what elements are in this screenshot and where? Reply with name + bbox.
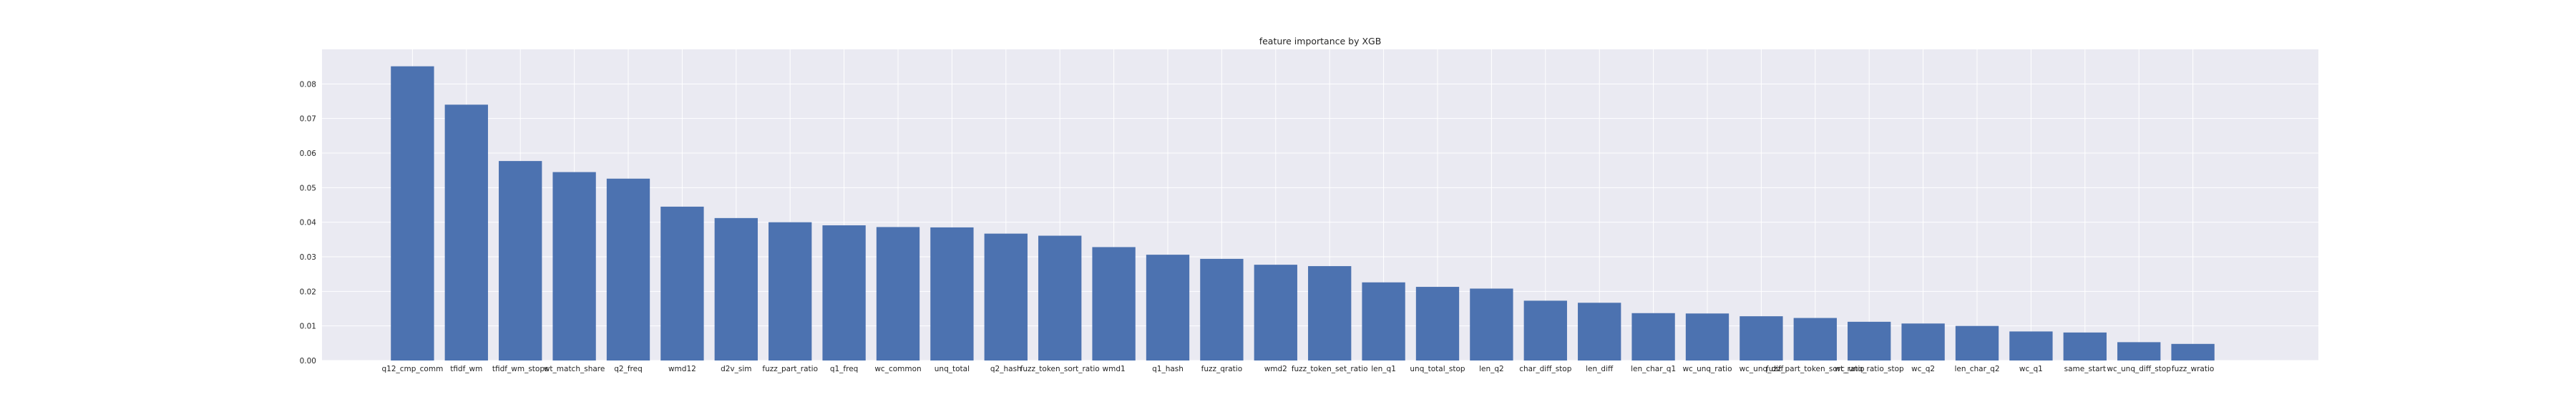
x-tick-label: wmd12 xyxy=(668,365,696,373)
bar-fuzz_part_token_sort_ratio xyxy=(1793,318,1837,360)
x-tick-label: q1_freq xyxy=(830,365,859,373)
x-tick-label: unq_total_stop xyxy=(1410,365,1465,373)
x-tick-label: tfidf_wm xyxy=(450,365,482,373)
bar-len_char_q2 xyxy=(1955,325,1999,360)
x-tick-label: wc_unq_ratio xyxy=(1682,365,1732,373)
bar-unq_total_stop xyxy=(1415,287,1460,360)
bars xyxy=(391,66,2215,361)
bar-wc_common xyxy=(876,227,920,360)
y-tick-label: 0.02 xyxy=(300,288,316,296)
bar-wc_unq_ratio xyxy=(1685,313,1729,360)
y-tick-label: 0.04 xyxy=(300,219,317,227)
bar-wmd1 xyxy=(1092,247,1136,360)
bar-fuzz_wratio xyxy=(2171,343,2215,360)
bar-wc_unq_diff_stop xyxy=(2117,342,2161,360)
bar-len_char_q1 xyxy=(1631,313,1675,360)
x-tick-label: fuzz_part_ratio xyxy=(762,365,818,373)
y-tick-label: 0.05 xyxy=(300,184,316,192)
bar-d2v_sim xyxy=(714,217,758,360)
bar-wc_unq_diff xyxy=(1740,316,1783,360)
x-tick-label: fuzz_token_set_ratio xyxy=(1292,365,1368,373)
x-tick-label: q2_hash xyxy=(990,365,1022,373)
bar-fuzz_token_set_ratio xyxy=(1308,266,1352,360)
x-tick-label: wc_unq_ratio_stop xyxy=(1835,365,1904,373)
x-tick-label: char_diff_stop xyxy=(1519,365,1572,373)
x-tick-label: q12_cmp_comm xyxy=(381,365,443,373)
x-tick-label: tfidf_wm_stops xyxy=(492,365,549,373)
x-tick-label: wc_common xyxy=(874,365,921,373)
bar-wt_match_share xyxy=(552,172,596,361)
bar-q1_hash xyxy=(1146,255,1190,360)
x-tick-label: fuzz_wratio xyxy=(2172,365,2214,373)
bar-q2_freq xyxy=(606,178,650,360)
bar-fuzz_qratio xyxy=(1200,258,1244,360)
bar-q12_cmp_comm xyxy=(391,66,434,360)
x-tick-label: wmd1 xyxy=(1103,365,1126,373)
bar-q1_freq xyxy=(822,225,866,360)
x-tick-label: wc_unq_diff_stop xyxy=(2107,365,2171,373)
x-tick-label: len_q2 xyxy=(1479,365,1504,373)
x-tick-label: unq_total xyxy=(935,365,970,373)
x-tick-label: wc_q2 xyxy=(1911,365,1935,373)
bar-wc_q2 xyxy=(1901,323,1945,360)
bar-wc_q1 xyxy=(2009,331,2053,360)
bar-q2_hash xyxy=(984,233,1028,360)
y-tick-label: 0.00 xyxy=(300,357,316,366)
bar-len_diff xyxy=(1578,303,1621,360)
x-tick-label: wc_q1 xyxy=(2019,365,2043,373)
x-tick-label: d2v_sim xyxy=(721,365,751,373)
bar-tfidf_wm xyxy=(444,104,488,361)
bar-char_diff_stop xyxy=(1523,300,1567,360)
x-tick-label: q1_hash xyxy=(1152,365,1184,373)
x-tick-label: fuzz_part_token_sort_ratio xyxy=(1766,365,1865,373)
bar-len_q1 xyxy=(1362,282,1405,360)
x-tick-label: q2_freq xyxy=(614,365,643,373)
x-tick-label: fuzz_qratio xyxy=(1201,365,1243,373)
bar-tfidf_wm_stops xyxy=(499,161,542,360)
y-axis-tick-labels: 0.00 0.01 0.02 0.03 0.04 0.05 0.06 0.07 0.08 xyxy=(300,80,317,366)
bar-wmd12 xyxy=(660,206,704,360)
bar-unq_total xyxy=(930,227,974,360)
x-tick-label: wt_match_share xyxy=(544,365,605,373)
y-tick-label: 0.06 xyxy=(300,149,317,158)
x-axis-tick-labels: q12_cmp_comm tfidf_wm tfidf_wm_stopswt_mat… xyxy=(381,365,2214,373)
chart-title: feature importance by XGB xyxy=(1259,36,1382,46)
x-tick-label: len_char_q1 xyxy=(1631,365,1676,373)
y-tick-label: 0.03 xyxy=(300,253,316,262)
bar-fuzz_token_sort_ratio xyxy=(1038,235,1082,360)
x-tick-label: same_start xyxy=(2064,365,2106,373)
x-tick-label: wc_unq_diff xyxy=(1740,365,1784,373)
y-tick-label: 0.08 xyxy=(300,80,316,89)
y-tick-label: 0.07 xyxy=(300,115,316,124)
bar-fuzz_part_ratio xyxy=(769,222,812,360)
bar-wmd2 xyxy=(1254,265,1297,360)
bar-len_q2 xyxy=(1470,288,1513,360)
x-tick-label: len_diff xyxy=(1586,365,1614,373)
x-tick-label: len_q1 xyxy=(1371,365,1396,373)
x-tick-label: len_char_q2 xyxy=(1954,365,1999,373)
y-tick-label: 0.01 xyxy=(300,323,316,331)
x-tick-label: fuzz_token_sort_ratio xyxy=(1020,365,1100,373)
bar-same_start xyxy=(2063,332,2107,360)
x-tick-label: wmd2 xyxy=(1264,365,1287,373)
bar-wc_unq_ratio_stop xyxy=(1848,321,1891,360)
